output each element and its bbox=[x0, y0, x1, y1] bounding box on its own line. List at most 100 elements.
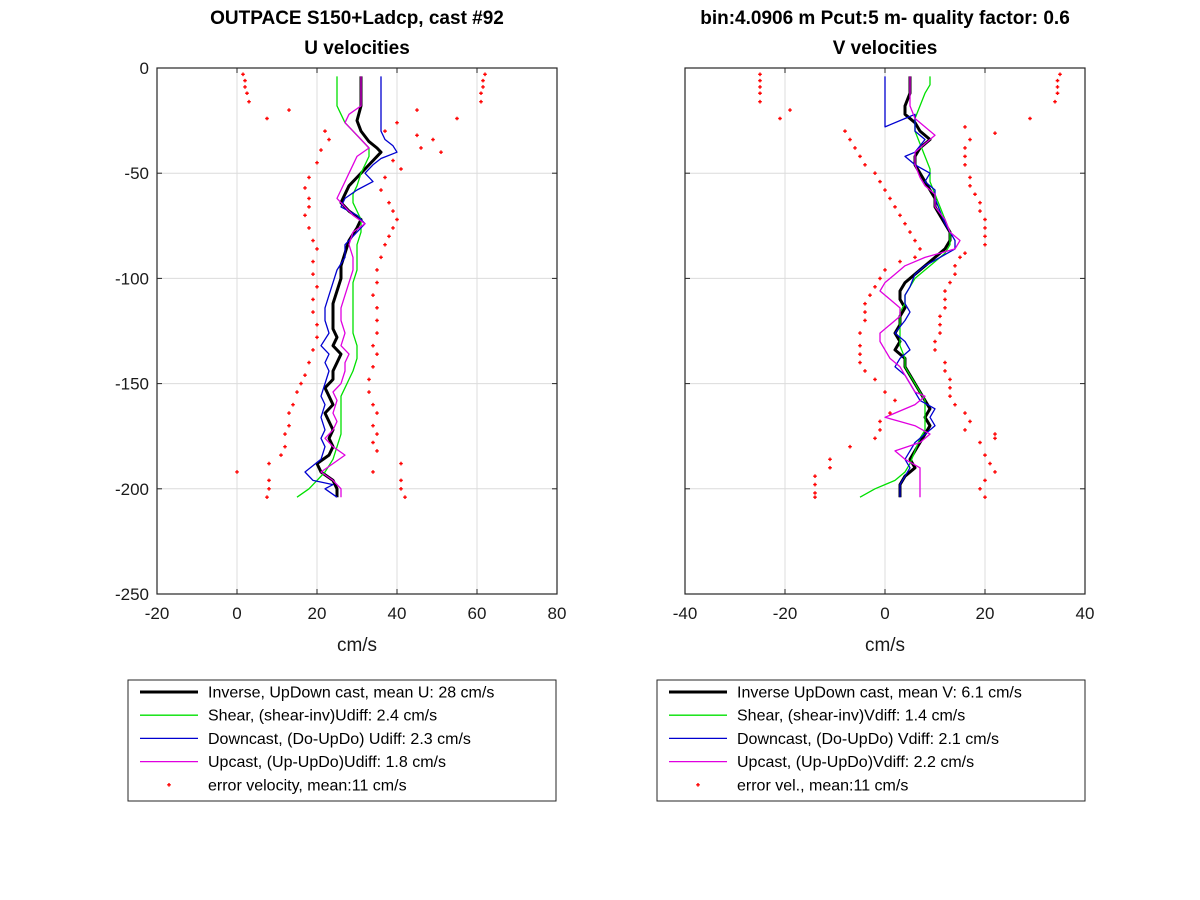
v-series-error-point bbox=[948, 280, 952, 285]
v-series-error-point bbox=[873, 436, 877, 441]
v-series-error-point bbox=[758, 85, 762, 89]
v-series-error-point bbox=[943, 289, 947, 293]
u-y-tick-label: -50 bbox=[124, 164, 149, 183]
v-series-error-point bbox=[963, 251, 967, 255]
v-panel-subtitle: V velocities bbox=[833, 38, 938, 59]
v-series-error-point bbox=[863, 318, 867, 323]
v-series bbox=[758, 72, 1062, 500]
v-series-error-point bbox=[983, 478, 987, 483]
v-series-error-point bbox=[983, 495, 987, 500]
u-series-error-point bbox=[291, 402, 295, 407]
v-series-error-point bbox=[883, 268, 887, 272]
u-series-error-point bbox=[391, 209, 395, 213]
v-series-error-point bbox=[858, 352, 862, 356]
v-series-error-point bbox=[858, 154, 862, 159]
v-series-error-point bbox=[1055, 91, 1060, 96]
v-series-error-point bbox=[883, 390, 887, 394]
v-series-error-point bbox=[963, 428, 967, 432]
v-series-error-point bbox=[953, 263, 957, 268]
v-series-error-point bbox=[963, 154, 967, 159]
v-series-error-point bbox=[813, 474, 817, 478]
v-legend-item-label: Upcast, (Up-UpDo)Vdiff: 2.2 cm/s bbox=[737, 754, 974, 771]
v-series-error-point bbox=[978, 487, 982, 491]
v-series-error-point bbox=[1058, 72, 1062, 77]
v-series-error-point bbox=[948, 394, 952, 399]
v-series-error-markers bbox=[758, 72, 1062, 500]
v-series-error-point bbox=[828, 465, 832, 470]
u-series-error-point bbox=[375, 432, 379, 436]
u-series-error-point bbox=[399, 167, 403, 171]
v-series-upcast-line bbox=[879, 76, 961, 498]
u-series-error-point bbox=[371, 470, 375, 474]
u-y-tick-label: -100 bbox=[115, 269, 149, 288]
v-series-error-point bbox=[858, 331, 862, 335]
u-series-error-point bbox=[439, 150, 443, 154]
u-x-tick-label: -20 bbox=[145, 604, 170, 623]
u-series-error-point bbox=[265, 495, 269, 500]
v-series-error-point bbox=[908, 230, 912, 234]
v-series-error-point bbox=[963, 411, 967, 415]
v-series-error-point bbox=[873, 377, 877, 382]
u-series-error-point bbox=[371, 440, 375, 445]
u-series-error-point bbox=[375, 268, 379, 272]
v-x-tick-label: 20 bbox=[976, 604, 995, 623]
v-series-error-point bbox=[813, 491, 817, 495]
u-series-error-point bbox=[267, 487, 271, 491]
v-series-error-point bbox=[978, 440, 982, 445]
u-series-error-point bbox=[311, 297, 315, 302]
u-series-error-point bbox=[375, 318, 379, 323]
u-series-error-point bbox=[481, 78, 485, 83]
v-series-error-point bbox=[858, 343, 862, 348]
u-series-error-point bbox=[267, 461, 271, 466]
u-series-error-point bbox=[299, 381, 303, 386]
u-series-error-point bbox=[243, 85, 247, 89]
u-series-error-point bbox=[303, 213, 307, 218]
v-series-error-point bbox=[968, 184, 972, 188]
u-x-tick-label: 0 bbox=[232, 604, 241, 623]
v-series-error-point bbox=[963, 162, 967, 167]
u-series-error-point bbox=[307, 175, 311, 180]
v-series-error-point bbox=[863, 162, 867, 167]
v-series-error-point bbox=[993, 131, 997, 136]
v-series-error-point bbox=[853, 146, 857, 150]
u-legend-item-marker bbox=[167, 783, 171, 787]
v-series-error-point bbox=[938, 322, 942, 327]
u-series-error-point bbox=[279, 453, 283, 457]
v-series-error-point bbox=[893, 398, 897, 403]
u-series-error-point bbox=[483, 72, 487, 77]
u-series-error-point bbox=[303, 373, 307, 377]
u-series-error-point bbox=[307, 196, 311, 201]
v-series-error-point bbox=[813, 495, 817, 500]
u-series-error-point bbox=[311, 310, 315, 314]
u-series-error-point bbox=[315, 335, 319, 340]
v-x-tick-label: -40 bbox=[673, 604, 698, 623]
u-series-error-point bbox=[419, 146, 423, 150]
v-series-error-point bbox=[758, 78, 762, 83]
u-series-error-point bbox=[311, 238, 315, 243]
v-series-error-point bbox=[948, 377, 952, 382]
v-series-error-point bbox=[758, 91, 762, 96]
v-series-error-point bbox=[883, 188, 887, 192]
u-velocity-panel: OUTPACE S150+Ladcp, cast #92 U velocitie… bbox=[115, 8, 566, 802]
u-series-error-point bbox=[399, 478, 403, 483]
v-series-error-point bbox=[898, 213, 902, 218]
u-series-downcast-line bbox=[304, 76, 398, 498]
u-legend-item-label: Inverse, UpDown cast, mean U: 28 cm/s bbox=[208, 685, 494, 702]
u-series-error-point bbox=[371, 402, 375, 407]
u-series-error-point bbox=[479, 91, 483, 96]
u-series-error-point bbox=[371, 364, 375, 369]
u-series-error-point bbox=[323, 129, 327, 133]
v-series-error-point bbox=[983, 226, 987, 230]
u-series-error-point bbox=[379, 255, 383, 260]
u-series-error-point bbox=[379, 188, 383, 192]
v-velocity-panel: bin:4.0906 m Pcut:5 m- quality factor: 0… bbox=[656, 8, 1094, 802]
u-series-error-point bbox=[295, 390, 299, 394]
u-series-error-point bbox=[375, 280, 379, 285]
v-series-error-point bbox=[863, 301, 867, 306]
v-series-error-point bbox=[1028, 116, 1032, 121]
u-series-error-point bbox=[265, 116, 269, 121]
v-series-error-point bbox=[1055, 85, 1060, 89]
v-series-error-point bbox=[938, 331, 942, 335]
u-y-tick-label: -250 bbox=[115, 585, 149, 604]
u-series-error-point bbox=[311, 272, 315, 276]
